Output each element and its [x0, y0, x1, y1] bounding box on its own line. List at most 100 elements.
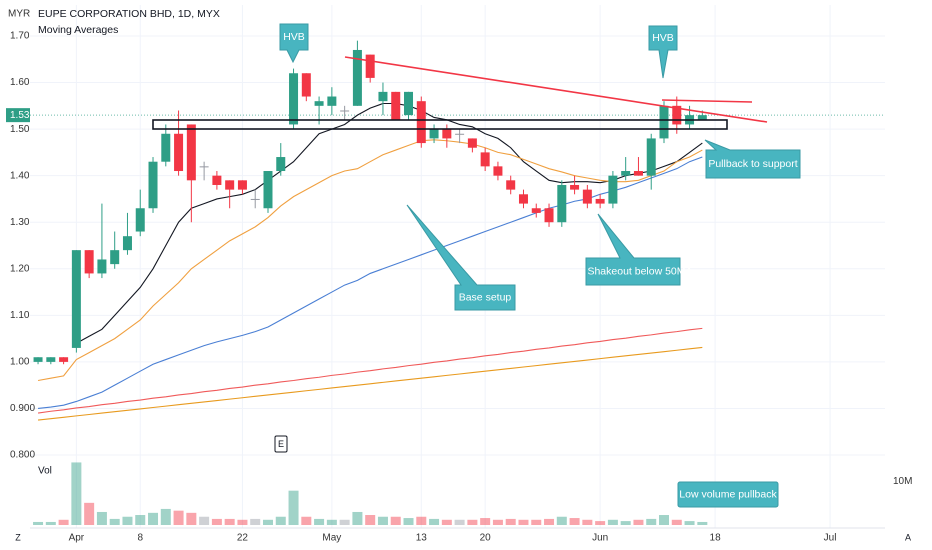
corner-icon[interactable]: Z — [15, 532, 21, 542]
currency: MYR — [8, 9, 30, 20]
candle-body — [582, 189, 592, 204]
volume-bar — [122, 516, 133, 525]
volume-bar — [544, 518, 555, 525]
candle-body — [148, 161, 158, 209]
volume-tick-label: 10M — [893, 476, 912, 487]
indicator-name: Moving Averages — [38, 24, 118, 36]
volume-bar — [620, 521, 631, 525]
y-tick-label: 1.70 — [10, 31, 30, 42]
volume-bar — [148, 512, 159, 525]
moving-average-line — [37, 346, 703, 421]
volume-bar — [454, 519, 465, 525]
candle-body — [199, 166, 209, 168]
volume-bar — [633, 519, 644, 525]
callouts: HVB HVB Pullback to support Shakeout bel… — [279, 23, 801, 508]
candle-body — [391, 91, 401, 120]
candle-body — [237, 180, 247, 190]
candle-body — [314, 101, 324, 106]
moving-average-line — [37, 139, 703, 382]
volume-bar — [262, 519, 273, 525]
volume-bar — [684, 521, 695, 525]
volume-bar — [96, 511, 107, 525]
candle-body — [110, 250, 120, 265]
callout-box — [677, 481, 779, 508]
y-tick-label: 1.00 — [10, 357, 30, 368]
candles — [33, 40, 707, 365]
volume-bar — [160, 508, 171, 525]
candle-body — [250, 198, 260, 200]
y-tick-label: 1.10 — [10, 310, 30, 321]
candle-body — [186, 124, 196, 181]
x-tick-label: Apr — [69, 533, 85, 544]
candle-body — [263, 171, 273, 209]
volume-bar — [224, 518, 235, 525]
volume-bar — [569, 518, 580, 525]
callout-box — [406, 204, 516, 311]
x-tick-label: 22 — [237, 533, 249, 544]
candle-body — [480, 152, 490, 167]
volume-bar — [505, 518, 516, 525]
volume-bar — [211, 518, 222, 525]
corner-icon[interactable]: A — [905, 532, 911, 542]
volume-bar — [288, 490, 299, 525]
candle-body — [493, 166, 503, 176]
y-tick-label: 1.60 — [10, 77, 30, 88]
candle-body — [378, 91, 388, 102]
y-tick-label: 1.40 — [10, 170, 30, 181]
x-tick-label: 18 — [710, 533, 722, 544]
callout-text: Pullback to support — [708, 158, 797, 170]
trendline — [344, 56, 768, 123]
candle-body — [518, 194, 528, 204]
volume-bar — [531, 519, 542, 525]
candle-body — [122, 236, 132, 251]
candle-body — [301, 73, 311, 97]
x-tick-label: 20 — [480, 533, 492, 544]
candle-body — [161, 133, 171, 162]
volume-bar — [326, 519, 337, 525]
callout-box — [585, 213, 681, 286]
y-tick-label: 1.50 — [10, 124, 30, 135]
candle-body — [544, 208, 554, 223]
earnings-box — [274, 435, 288, 453]
candle-body — [276, 157, 286, 172]
y-tick-label: 0.900 — [10, 403, 35, 414]
candle-body — [404, 91, 414, 116]
callout-text: HVB — [283, 31, 305, 43]
support-box — [152, 119, 728, 130]
volume-bar — [582, 519, 593, 525]
x-tick-label: 8 — [137, 533, 143, 544]
candle-body — [33, 357, 43, 362]
volume-bar — [480, 518, 491, 525]
candle-body — [646, 138, 656, 176]
y-tick-label: 1.30 — [10, 217, 30, 228]
candle-body — [365, 54, 375, 78]
volume-bar — [58, 519, 69, 525]
volume-bar — [135, 515, 146, 525]
volume-bar — [595, 521, 606, 525]
candle-body — [442, 129, 452, 139]
moving-average-line — [76, 102, 703, 344]
volume-bar — [365, 515, 376, 525]
volume-bar — [339, 519, 350, 525]
volume-bar — [659, 515, 670, 525]
callout-box — [648, 25, 678, 79]
volume-bar — [45, 521, 56, 525]
candle-body — [633, 171, 643, 176]
candle-body — [531, 208, 541, 213]
last-price-label: 1.53 — [10, 110, 30, 121]
candle-body — [595, 198, 605, 204]
candle-body — [71, 250, 81, 348]
volume-label: Vol — [38, 466, 52, 477]
volume-bar — [186, 512, 197, 525]
volume-bar — [390, 516, 401, 525]
callout-text: Low volume pullback — [679, 488, 777, 500]
candle-body — [621, 171, 631, 176]
candle-body — [84, 250, 94, 274]
candle-body — [416, 101, 426, 144]
candle-body — [59, 357, 69, 362]
moving-average-line — [37, 327, 703, 414]
volume-bar — [173, 510, 184, 525]
candle-body — [697, 115, 707, 120]
